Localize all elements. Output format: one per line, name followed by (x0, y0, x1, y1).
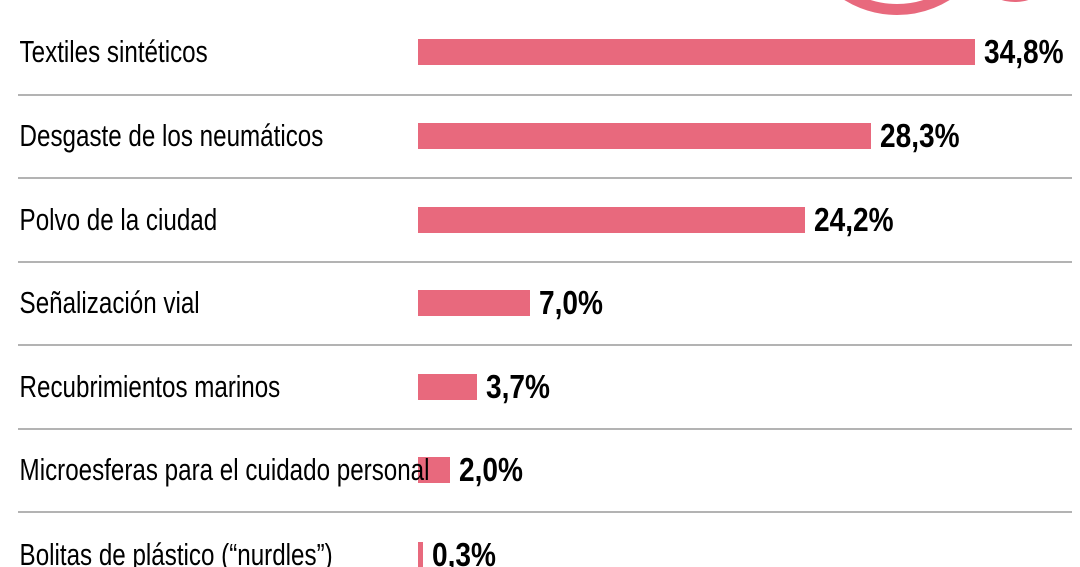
bar (418, 373, 477, 400)
value-label: 2,0% (459, 451, 523, 489)
category-label: Microesferas para el cuidado personal (19, 452, 430, 488)
chart-row: Bolitas de plástico (“nurdles”) 0,3% (18, 513, 1072, 567)
bar (418, 123, 871, 150)
bar (418, 38, 975, 65)
value-label: 0,3% (432, 535, 496, 567)
chart-row: Polvo de la ciudad 24,2% (18, 179, 1072, 263)
category-label: Recubrimientos marinos (19, 368, 281, 404)
category-label: Textiles sintéticos (19, 33, 208, 69)
bar (418, 206, 805, 233)
chart-row: Desgaste de los neumáticos 28,3% (18, 96, 1072, 179)
bar (418, 457, 450, 484)
value-label: 34,8% (984, 32, 1064, 70)
value-label: 28,3% (880, 117, 960, 155)
value-label: 7,0% (539, 284, 603, 322)
chart-row: Recubrimientos marinos 3,7% (18, 346, 1072, 430)
value-label: 3,7% (486, 367, 550, 405)
bar (418, 541, 423, 567)
bar (418, 290, 530, 317)
category-label: Señalización vial (19, 285, 200, 321)
chart-row: Microesferas para el cuidado personal 2,… (18, 430, 1072, 513)
chart-row: Señalización vial 7,0% (18, 263, 1072, 346)
category-label: Polvo de la ciudad (19, 201, 218, 237)
category-label: Bolitas de plástico (“nurdles”) (19, 536, 333, 567)
value-label: 24,2% (814, 200, 894, 238)
chart-row: Textiles sintéticos 34,8% (18, 0, 1072, 96)
category-label: Desgaste de los neumáticos (19, 118, 324, 154)
